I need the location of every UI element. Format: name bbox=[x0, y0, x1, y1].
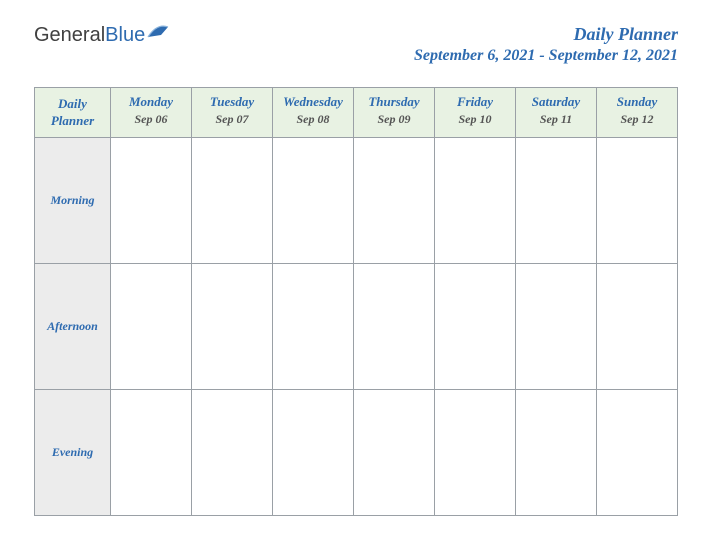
day-name: Wednesday bbox=[275, 94, 351, 110]
day-date: Sep 07 bbox=[194, 112, 270, 127]
period-label: Evening bbox=[35, 390, 111, 516]
planner-cell bbox=[273, 390, 354, 516]
planner-cell bbox=[273, 138, 354, 264]
page-header: GeneralBlue Daily Planner September 6, 2… bbox=[0, 0, 712, 77]
planner-cell bbox=[435, 138, 516, 264]
period-row: Afternoon bbox=[35, 264, 678, 390]
day-name: Monday bbox=[113, 94, 189, 110]
day-header: Sunday Sep 12 bbox=[597, 88, 678, 138]
planner-cell bbox=[354, 138, 435, 264]
day-date: Sep 06 bbox=[113, 112, 189, 127]
day-header: Saturday Sep 11 bbox=[516, 88, 597, 138]
date-range: September 6, 2021 - September 12, 2021 bbox=[414, 47, 678, 65]
day-date: Sep 08 bbox=[275, 112, 351, 127]
day-name: Tuesday bbox=[194, 94, 270, 110]
planner-cell bbox=[516, 390, 597, 516]
planner-cell bbox=[597, 390, 678, 516]
day-date: Sep 09 bbox=[356, 112, 432, 127]
planner-cell bbox=[192, 138, 273, 264]
period-row: Morning bbox=[35, 138, 678, 264]
planner-cell bbox=[354, 390, 435, 516]
period-label: Afternoon bbox=[35, 264, 111, 390]
day-header: Monday Sep 06 bbox=[111, 88, 192, 138]
day-header: Friday Sep 10 bbox=[435, 88, 516, 138]
day-name: Sunday bbox=[599, 94, 675, 110]
planner-cell bbox=[111, 264, 192, 390]
planner-cell bbox=[435, 390, 516, 516]
planner-cell bbox=[516, 138, 597, 264]
planner-cell bbox=[597, 138, 678, 264]
brand-logo: GeneralBlue bbox=[34, 24, 169, 47]
planner-cell bbox=[354, 264, 435, 390]
planner-table: Daily Planner Monday Sep 06 Tuesday Sep 07… bbox=[34, 87, 678, 516]
planner-cell bbox=[111, 138, 192, 264]
day-name: Friday bbox=[437, 94, 513, 110]
day-date: Sep 12 bbox=[599, 112, 675, 127]
planner-cell bbox=[516, 264, 597, 390]
period-label: Morning bbox=[35, 138, 111, 264]
header-row: Daily Planner Monday Sep 06 Tuesday Sep 07… bbox=[35, 88, 678, 138]
day-header: Thursday Sep 09 bbox=[354, 88, 435, 138]
logo-text-blue: Blue bbox=[105, 24, 145, 47]
day-header: Wednesday Sep 08 bbox=[273, 88, 354, 138]
planner-cell bbox=[192, 264, 273, 390]
corner-cell: Daily Planner bbox=[35, 88, 111, 138]
title-block: Daily Planner September 6, 2021 - Septem… bbox=[414, 24, 678, 65]
planner-cell bbox=[273, 264, 354, 390]
day-header: Tuesday Sep 07 bbox=[192, 88, 273, 138]
day-name: Saturday bbox=[518, 94, 594, 110]
page-title: Daily Planner bbox=[414, 24, 678, 45]
logo-swoosh-icon bbox=[147, 21, 169, 43]
planner-cell bbox=[435, 264, 516, 390]
period-row: Evening bbox=[35, 390, 678, 516]
logo-text-general: General bbox=[34, 24, 105, 47]
planner-cell bbox=[597, 264, 678, 390]
day-date: Sep 10 bbox=[437, 112, 513, 127]
day-date: Sep 11 bbox=[518, 112, 594, 127]
planner-cell bbox=[192, 390, 273, 516]
day-name: Thursday bbox=[356, 94, 432, 110]
planner-cell bbox=[111, 390, 192, 516]
